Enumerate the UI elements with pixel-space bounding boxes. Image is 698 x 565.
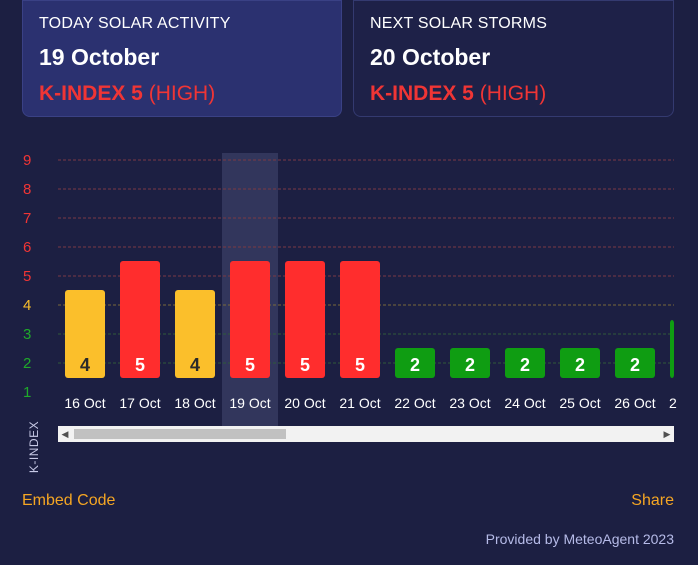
- bar-value-label: 5: [355, 355, 365, 375]
- next-kindex-level: (HIGH): [479, 82, 547, 105]
- y-tick-label: 3: [23, 326, 31, 343]
- x-tick-label: 24 Oct: [504, 395, 545, 411]
- bar-value-label: 5: [300, 355, 310, 375]
- bar-value-label: 2: [630, 355, 640, 375]
- bar: [65, 290, 105, 378]
- y-tick-label: 4: [23, 297, 31, 314]
- x-tick-label: 22 Oct: [394, 395, 435, 411]
- bar: [615, 348, 655, 378]
- next-date: 20 October: [370, 44, 491, 70]
- bar-value-label: 5: [245, 355, 255, 375]
- bar: [230, 261, 270, 378]
- bar: [560, 348, 600, 378]
- y-tick-label: 8: [23, 181, 31, 198]
- bar: [505, 348, 545, 378]
- y-tick-label: 9: [23, 152, 31, 169]
- next-kindex: K-INDEX 5 (HIGH): [370, 82, 657, 106]
- bar: [450, 348, 490, 378]
- x-tick-label: 26 Oct: [614, 395, 655, 411]
- x-tick-label: 21 Oct: [339, 395, 380, 411]
- bar-value-label: 2: [575, 355, 585, 375]
- next-storms-card: NEXT SOLAR STORMS 20 October K-INDEX 5 (…: [353, 0, 674, 117]
- y-tick-label: 7: [23, 210, 31, 227]
- y-tick-label: 1: [23, 384, 31, 401]
- chart-scrollbar[interactable]: ◀ ▶: [58, 426, 674, 442]
- bar-value-label: 2: [520, 355, 530, 375]
- provided-by-text: Provided by MeteoAgent 2023: [485, 531, 674, 547]
- bar-value-label: 2: [465, 355, 475, 375]
- x-tick-label: 16 Oct: [64, 395, 105, 411]
- next-label: NEXT SOLAR STORMS: [370, 15, 548, 32]
- kindex-chart: 1 2 3 4 5 6 7 8 9 4 16 Oct 5 17 Oct 4 18 Oct 5 19 Oct 5 20…: [23, 152, 677, 430]
- today-activity-card: TODAY SOLAR ACTIVITY 19 October K-INDEX …: [22, 0, 342, 117]
- bar-value-label: 4: [190, 355, 200, 375]
- embed-code-link[interactable]: Embed Code: [22, 492, 116, 509]
- y-tick-label: 6: [23, 239, 31, 256]
- bar: [670, 320, 674, 378]
- bar-value-label: 4: [80, 355, 90, 375]
- next-kindex-value: K-INDEX 5: [370, 82, 474, 105]
- y-tick-label: 2: [23, 355, 31, 372]
- x-tick-label: 2: [669, 395, 677, 411]
- today-date: 19 October: [39, 44, 160, 70]
- bar: [120, 261, 160, 378]
- x-tick-label: 25 Oct: [559, 395, 600, 411]
- bar: [285, 261, 325, 378]
- today-kindex-level: (HIGH): [148, 82, 216, 105]
- x-tick-label: 19 Oct: [229, 395, 270, 411]
- y-tick-label: 5: [23, 268, 31, 285]
- y-axis-title: K-INDEX: [27, 420, 41, 474]
- scroll-left-arrow-icon[interactable]: ◀: [61, 429, 69, 439]
- bar: [175, 290, 215, 378]
- today-kindex-value: K-INDEX 5: [39, 82, 143, 105]
- bar-value-label: 2: [410, 355, 420, 375]
- scroll-right-arrow-icon[interactable]: ▶: [663, 429, 671, 439]
- today-kindex: K-INDEX 5 (HIGH): [39, 82, 325, 106]
- x-tick-label: 18 Oct: [174, 395, 215, 411]
- bar: [395, 348, 435, 378]
- x-tick-label: 20 Oct: [284, 395, 325, 411]
- today-label: TODAY SOLAR ACTIVITY: [39, 15, 231, 32]
- x-tick-label: 17 Oct: [119, 395, 160, 411]
- bar-value-label: 5: [135, 355, 145, 375]
- share-link[interactable]: Share: [631, 492, 674, 509]
- bar: [340, 261, 380, 378]
- scroll-thumb[interactable]: [74, 429, 286, 439]
- x-tick-label: 23 Oct: [449, 395, 490, 411]
